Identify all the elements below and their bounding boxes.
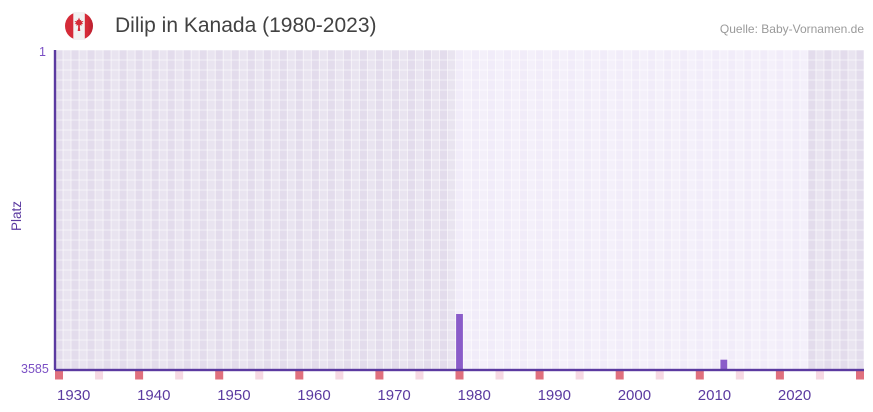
svg-text:2020: 2020	[778, 387, 811, 404]
svg-text:1980: 1980	[458, 387, 491, 404]
svg-text:1950: 1950	[217, 387, 250, 404]
svg-text:2010: 2010	[698, 387, 731, 404]
svg-text:1970: 1970	[377, 387, 410, 404]
svg-text:2000: 2000	[618, 387, 651, 404]
svg-text:1940: 1940	[137, 387, 170, 404]
svg-text:1930: 1930	[57, 387, 90, 404]
svg-text:1990: 1990	[538, 387, 571, 404]
svg-text:1960: 1960	[297, 387, 330, 404]
